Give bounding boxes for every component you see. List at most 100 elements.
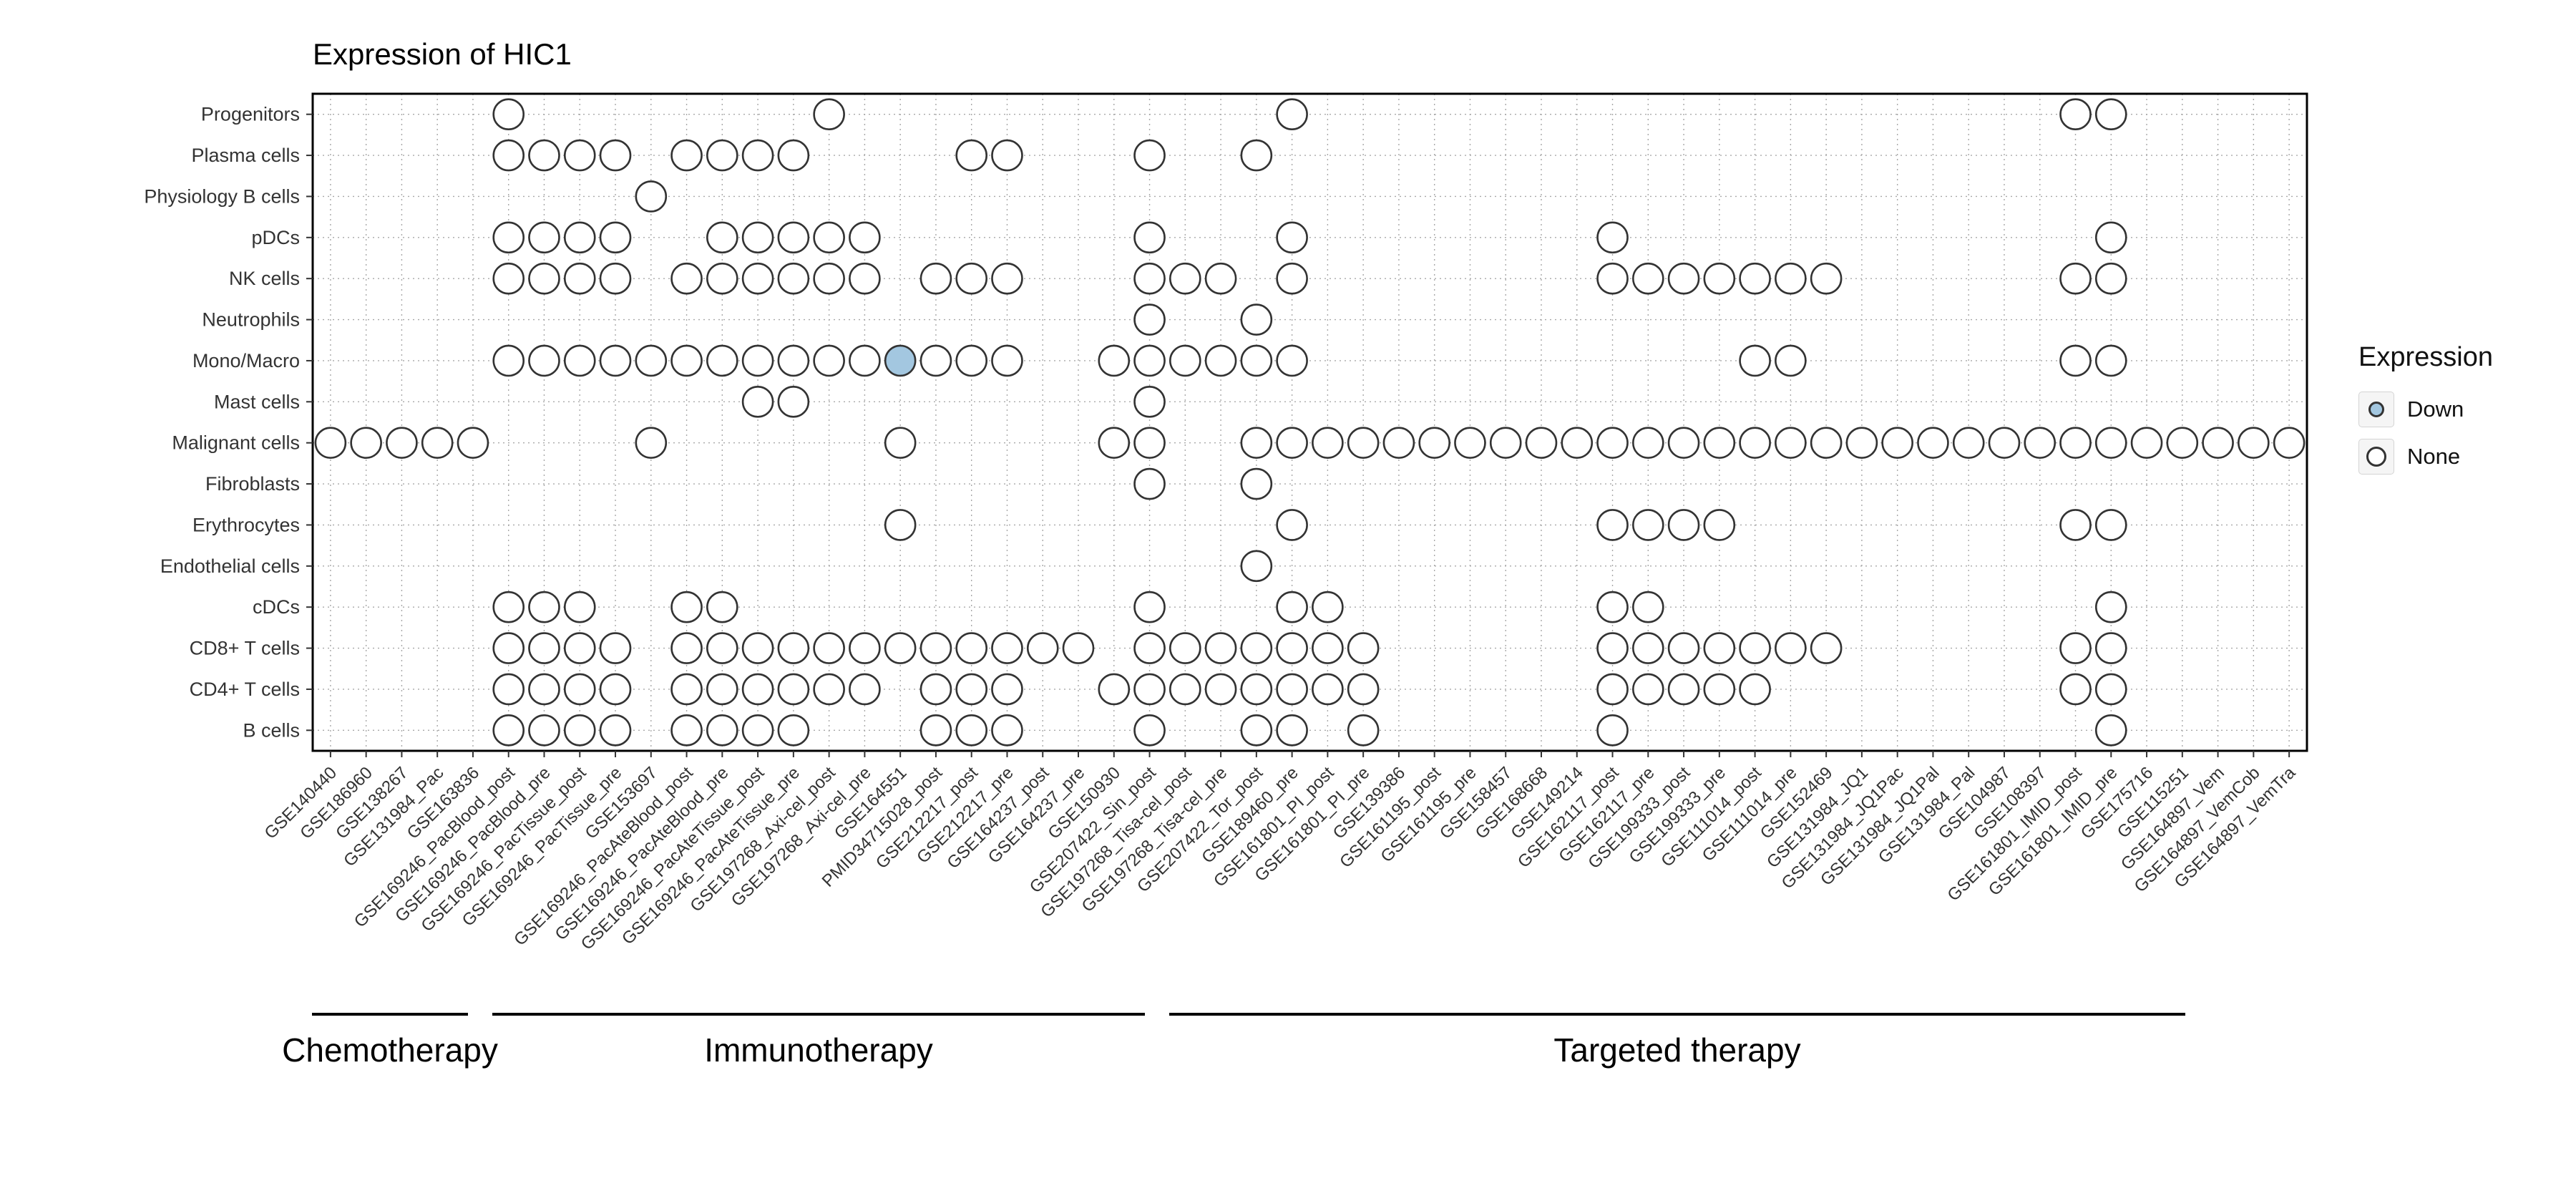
y-axis-label: Physiology B cells bbox=[144, 185, 300, 207]
expression-dot bbox=[1133, 262, 1166, 295]
legend-key-none bbox=[2358, 439, 2394, 475]
expression-dot bbox=[1347, 673, 1380, 706]
expression-dot bbox=[777, 262, 810, 295]
expression-dot bbox=[314, 427, 347, 459]
expression-dot bbox=[813, 673, 845, 706]
expression-dot bbox=[706, 221, 738, 254]
expression-dot bbox=[1382, 427, 1415, 459]
expression-dot bbox=[1133, 590, 1166, 623]
expression-dot bbox=[741, 221, 774, 254]
expression-dot bbox=[706, 344, 738, 377]
expression-dot bbox=[1775, 427, 1807, 459]
expression-dot bbox=[706, 632, 738, 664]
y-axis-label: B cells bbox=[243, 719, 300, 741]
chart-title: Expression of HIC1 bbox=[313, 37, 572, 71]
expression-dot bbox=[2059, 632, 2092, 664]
expression-dot bbox=[2273, 427, 2306, 459]
expression-dot bbox=[955, 714, 988, 747]
expression-dot bbox=[777, 714, 810, 747]
expression-dot bbox=[2024, 427, 2057, 459]
expression-dot bbox=[1988, 427, 2021, 459]
expression-dot bbox=[1133, 714, 1166, 747]
y-axis-label: CD4+ T cells bbox=[190, 679, 300, 700]
y-axis-label: Fibroblasts bbox=[205, 473, 300, 495]
expression-dot bbox=[670, 262, 703, 295]
expression-dot bbox=[528, 344, 560, 377]
legend-item-down: Down bbox=[2358, 392, 2493, 427]
group-label: Targeted therapy bbox=[1553, 1031, 1800, 1069]
expression-dot bbox=[849, 262, 881, 295]
expression-dot bbox=[599, 262, 632, 295]
expression-dot bbox=[492, 221, 525, 254]
expression-dot bbox=[1739, 632, 1771, 664]
y-axis-label: CD8+ T cells bbox=[190, 638, 300, 659]
expression-dot bbox=[1703, 427, 1736, 459]
expression-dot bbox=[1810, 427, 1843, 459]
expression-dot bbox=[1240, 632, 1273, 664]
expression-dot bbox=[777, 139, 810, 172]
expression-dot bbox=[849, 632, 881, 664]
expression-dot bbox=[2059, 427, 2092, 459]
y-axis-label: NK cells bbox=[229, 268, 300, 289]
expression-dot bbox=[386, 427, 418, 459]
expression-dot bbox=[599, 632, 632, 664]
expression-dot bbox=[1917, 427, 1949, 459]
expression-dot bbox=[528, 714, 560, 747]
expression-dot bbox=[492, 344, 525, 377]
expression-dot bbox=[849, 221, 881, 254]
expression-dot bbox=[1312, 590, 1344, 623]
legend: Expression Down None bbox=[2358, 342, 2493, 486]
expression-dot bbox=[1133, 386, 1166, 418]
group-label: Immunotherapy bbox=[704, 1031, 933, 1069]
expression-dot bbox=[1240, 344, 1273, 377]
expression-dot bbox=[1596, 714, 1629, 747]
expression-dot bbox=[955, 139, 988, 172]
expression-dot bbox=[670, 139, 703, 172]
expression-dot bbox=[706, 262, 738, 295]
expression-dot bbox=[635, 427, 668, 459]
expression-dot bbox=[670, 590, 703, 623]
expression-dot bbox=[1631, 509, 1664, 541]
expression-dot bbox=[599, 139, 632, 172]
expression-dot bbox=[1631, 673, 1664, 706]
expression-dot bbox=[2059, 673, 2092, 706]
expression-dot bbox=[492, 590, 525, 623]
plot-panel-border bbox=[311, 92, 2308, 752]
y-axis-label: Mast cells bbox=[214, 391, 300, 412]
expression-dot bbox=[991, 262, 1023, 295]
expression-dot bbox=[741, 632, 774, 664]
expression-dot bbox=[1810, 262, 1843, 295]
expression-dot bbox=[706, 590, 738, 623]
expression-dot bbox=[563, 262, 596, 295]
expression-dot bbox=[1204, 262, 1237, 295]
expression-dot bbox=[919, 632, 952, 664]
expression-dot bbox=[706, 714, 738, 747]
expression-dot bbox=[1098, 673, 1131, 706]
expression-dot bbox=[2059, 262, 2092, 295]
expression-dot bbox=[599, 344, 632, 377]
expression-dot bbox=[849, 344, 881, 377]
expression-dot bbox=[1098, 427, 1131, 459]
expression-dot bbox=[741, 344, 774, 377]
expression-dot bbox=[2094, 221, 2127, 254]
expression-dot bbox=[741, 262, 774, 295]
expression-dot bbox=[2059, 344, 2092, 377]
y-axis-label: Erythrocytes bbox=[192, 514, 300, 535]
expression-dot bbox=[563, 221, 596, 254]
y-axis-label: Endothelial cells bbox=[160, 555, 300, 577]
expression-dot bbox=[1347, 427, 1380, 459]
expression-dot bbox=[1133, 427, 1166, 459]
expression-dot bbox=[1739, 262, 1771, 295]
expression-dot bbox=[1703, 673, 1736, 706]
y-axis-label: Malignant cells bbox=[172, 432, 300, 454]
expression-dot bbox=[919, 714, 952, 747]
expression-dot bbox=[991, 714, 1023, 747]
expression-dot bbox=[1596, 221, 1629, 254]
expression-dot bbox=[528, 221, 560, 254]
expression-dot bbox=[1240, 714, 1273, 747]
expression-dot bbox=[492, 632, 525, 664]
expression-dot bbox=[1703, 262, 1736, 295]
expression-dot bbox=[1240, 550, 1273, 583]
expression-dot bbox=[813, 98, 845, 130]
expression-dot bbox=[2166, 427, 2199, 459]
